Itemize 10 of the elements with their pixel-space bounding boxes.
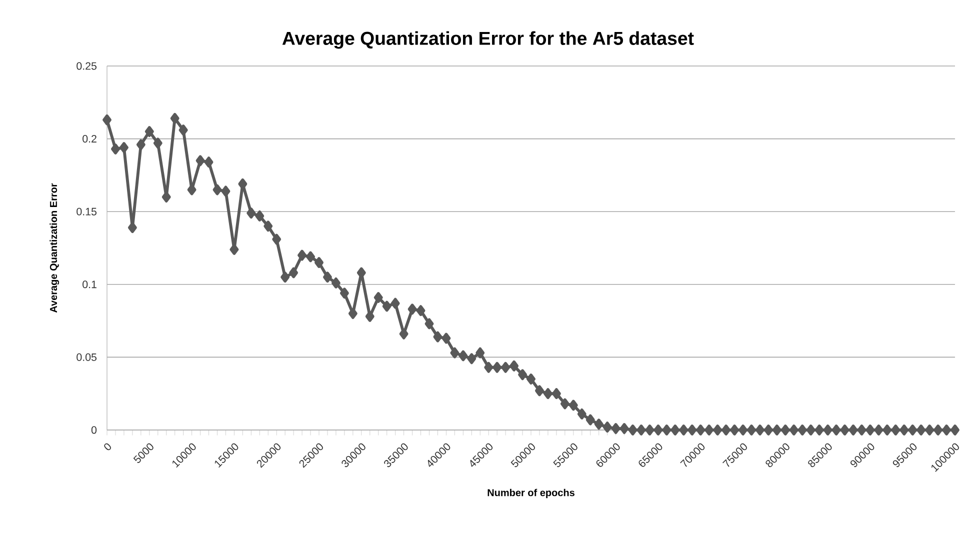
y-tick-label: 0.2 — [82, 135, 96, 143]
x-axis-title: Number of epochs — [488, 488, 574, 498]
y-tick-label: 0.05 — [76, 353, 97, 361]
y-tick-label: 0.25 — [76, 62, 97, 70]
x-tick-label: 0 — [104, 443, 111, 450]
y-tick-label: 0 — [91, 426, 97, 434]
y-tick-label: 0.15 — [76, 208, 97, 216]
y-tick-label: 0.1 — [82, 280, 96, 288]
chart-title: Average Quantization Error for the Ar5 dataset — [282, 31, 694, 49]
y-axis-title: Average Quantization Error — [50, 183, 60, 313]
